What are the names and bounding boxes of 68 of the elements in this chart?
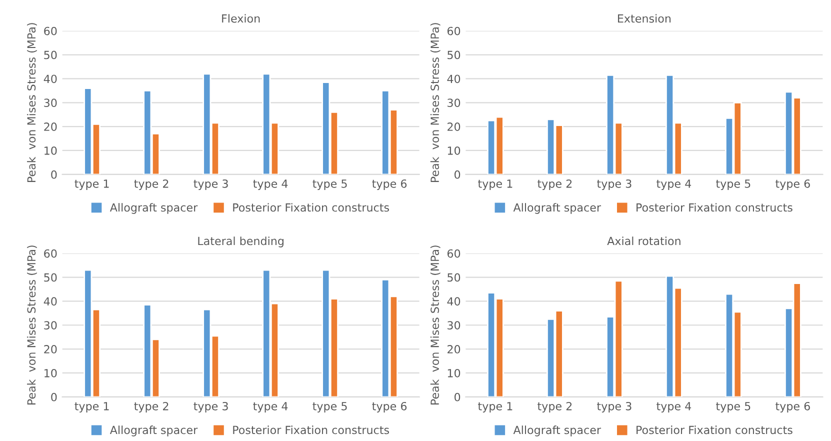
x-tick-label: type 4 <box>656 180 692 190</box>
y-tick-label: 30 <box>44 321 57 330</box>
y-tick-label: 20 <box>448 345 460 354</box>
y-axis-title: Peak von Mises Stress (MPa) <box>27 23 37 182</box>
legend-label: Allograft spacer <box>110 203 198 214</box>
y-tick-label: 50 <box>44 273 57 282</box>
x-tick-label: type 3 <box>194 179 228 190</box>
x-tick-label: type 1 <box>74 402 109 413</box>
legend-label: Allograft spacer <box>513 203 602 214</box>
y-tick-label: 10 <box>44 146 57 155</box>
y-tick-label: 40 <box>447 74 460 84</box>
x-tick-label: type 2 <box>134 402 168 413</box>
legend-label: Allograft spacer <box>513 426 602 436</box>
y-tick-label: 50 <box>44 50 57 60</box>
y-tick-label: 10 <box>448 368 460 378</box>
x-tick-label: type 2 <box>134 179 168 190</box>
x-tick-label: type 3 <box>597 179 632 190</box>
x-tick-label: type 4 <box>253 402 288 413</box>
y-tick-label: 30 <box>448 321 460 330</box>
x-tick-label: type 5 <box>312 180 347 190</box>
x-tick-label: type 2 <box>538 402 572 413</box>
y-tick-label: 60 <box>447 26 460 36</box>
y-tick-label: 40 <box>44 297 57 306</box>
y-tick-label: 50 <box>448 273 460 282</box>
y-tick-label: 60 <box>44 249 57 258</box>
legend-label: Posterior Fixation constructs <box>233 203 390 212</box>
y-axis-title: Peak von Mises Stress (MPa) <box>430 23 440 182</box>
x-tick-label: type 1 <box>478 180 512 190</box>
y-tick-label: 60 <box>44 26 57 36</box>
y-tick-label: 0 <box>51 392 57 402</box>
x-tick-label: type 5 <box>716 180 750 190</box>
legend-label: Posterior Fixation constructs <box>636 203 792 212</box>
y-tick-label: 60 <box>447 249 460 258</box>
y-axis-title: Peak von Mises Stress (MPa) <box>430 246 440 405</box>
chart-title: Axial rotation <box>607 236 680 246</box>
x-tick-label: type 4 <box>656 402 692 413</box>
x-tick-label: type 6 <box>372 402 407 413</box>
x-tick-label: type 6 <box>372 179 407 190</box>
y-tick-label: 20 <box>44 345 57 354</box>
legend-label: Posterior Fixation constructs <box>233 426 390 434</box>
y-tick-label: 20 <box>44 122 57 131</box>
x-tick-label: type 1 <box>74 180 109 190</box>
chart-title: Extension <box>618 14 671 23</box>
x-tick-label: type 6 <box>776 179 810 190</box>
y-axis-title: Peak von Mises Stress (MPa) <box>27 246 37 405</box>
chart-title: Flexion <box>222 14 260 23</box>
x-tick-label: type 3 <box>194 402 228 413</box>
x-tick-label: type 4 <box>253 180 288 190</box>
y-tick-label: 0 <box>51 170 57 179</box>
x-tick-label: type 5 <box>716 402 750 413</box>
y-tick-label: 10 <box>44 368 57 378</box>
x-tick-label: type 1 <box>478 402 512 413</box>
y-tick-label: 10 <box>448 146 460 155</box>
y-tick-label: 30 <box>44 98 57 108</box>
y-tick-label: 0 <box>454 170 460 179</box>
x-tick-label: type 6 <box>776 402 810 413</box>
y-tick-label: 50 <box>448 50 460 60</box>
x-tick-label: type 3 <box>597 402 632 413</box>
y-tick-label: 40 <box>447 297 460 306</box>
legend-label: Posterior Fixation constructs <box>636 426 792 434</box>
y-tick-label: 40 <box>44 74 57 84</box>
x-tick-label: type 2 <box>538 179 572 190</box>
y-tick-label: 0 <box>454 392 460 402</box>
chart-title: Lateral bending <box>198 236 284 248</box>
y-tick-label: 20 <box>448 122 460 131</box>
legend-label: Allograft spacer <box>110 426 198 436</box>
x-tick-label: type 5 <box>312 402 347 413</box>
y-tick-label: 30 <box>448 98 460 108</box>
